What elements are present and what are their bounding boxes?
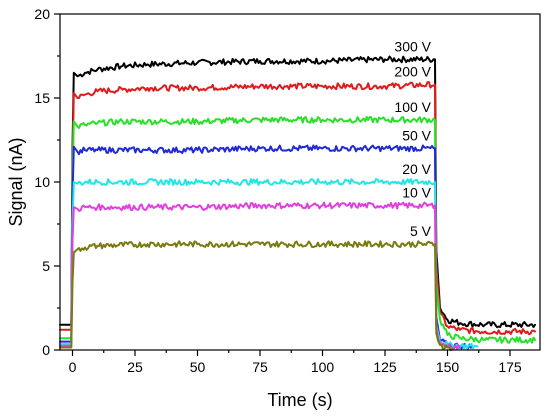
series-line-5v	[59, 240, 454, 352]
y-axis-ticks: 0 5 10 15 20	[34, 6, 60, 358]
series-label: 100 V	[394, 99, 431, 115]
y-tick-label: 5	[42, 258, 50, 274]
x-tick-label: 125	[373, 359, 397, 375]
x-axis-ticks: 0 25 50 75 100 125 150 175	[69, 350, 522, 375]
series-label: 50 V	[402, 127, 431, 143]
series-line-50v	[59, 144, 474, 351]
x-tick-label: 0	[69, 359, 77, 375]
x-tick-label: 50	[190, 359, 206, 375]
series-layer	[59, 55, 536, 352]
x-tick-label: 25	[127, 359, 143, 375]
series-line-300v	[59, 55, 536, 329]
x-tick-label: 150	[436, 359, 460, 375]
y-tick-label: 20	[34, 6, 50, 22]
series-label: 300 V	[394, 38, 431, 54]
series-line-200v	[59, 81, 536, 336]
series-label: 20 V	[402, 161, 431, 177]
y-tick-label: 15	[34, 90, 50, 106]
y-axis-title: Signal (nA)	[6, 137, 26, 226]
series-line-20v	[59, 178, 479, 350]
series-labels: 300 V 200 V 100 V 50 V 20 V 10 V 5 V	[394, 38, 431, 239]
series-line-10v	[59, 201, 461, 351]
x-tick-label: 100	[311, 359, 335, 375]
y-tick-label: 10	[34, 174, 50, 190]
series-label: 10 V	[402, 185, 431, 201]
series-label: 5 V	[410, 223, 432, 239]
series-line-100v	[59, 116, 536, 344]
x-axis-title: Time (s)	[267, 390, 332, 410]
y-tick-label: 0	[42, 342, 50, 358]
x-tick-label: 75	[252, 359, 268, 375]
series-label: 200 V	[394, 64, 431, 80]
x-tick-label: 175	[498, 359, 522, 375]
